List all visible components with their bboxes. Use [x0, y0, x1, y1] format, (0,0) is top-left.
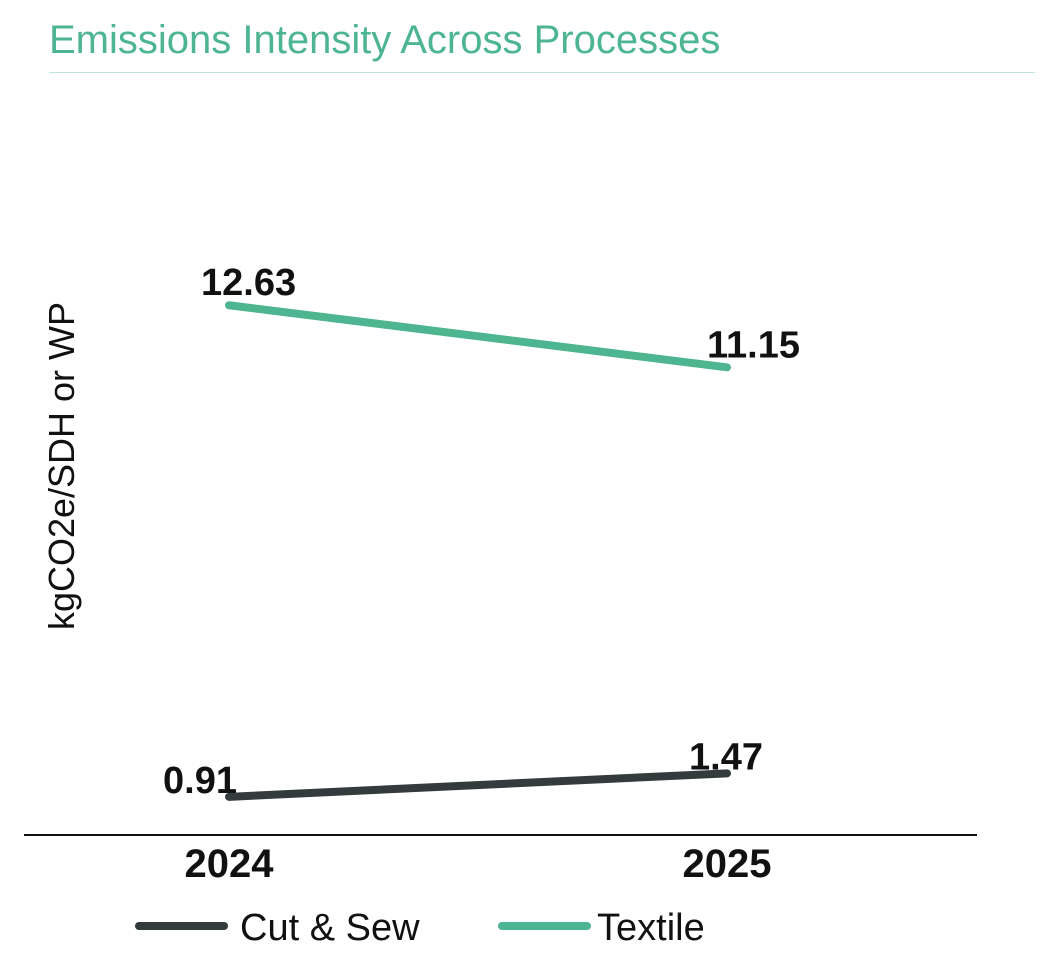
legend-label-textile: Textile [597, 907, 705, 949]
data-label-cut-sew-2025: 1.47 [689, 736, 763, 778]
series-line-textile [225, 301, 731, 372]
title-divider [49, 72, 1035, 73]
data-label-cut-sew-2024: 0.91 [163, 760, 237, 802]
data-label-textile-2025: 11.15 [707, 324, 800, 366]
x-tick-label-2024: 2024 [185, 842, 275, 886]
series-line-cut-sew [225, 769, 731, 801]
chart-title: Emissions Intensity Across Processes [49, 18, 721, 62]
data-label-textile-2024: 12.63 [201, 262, 296, 304]
legend-label-cut-sew: Cut & Sew [240, 907, 420, 949]
x-tick-label-2025: 2025 [683, 842, 772, 886]
